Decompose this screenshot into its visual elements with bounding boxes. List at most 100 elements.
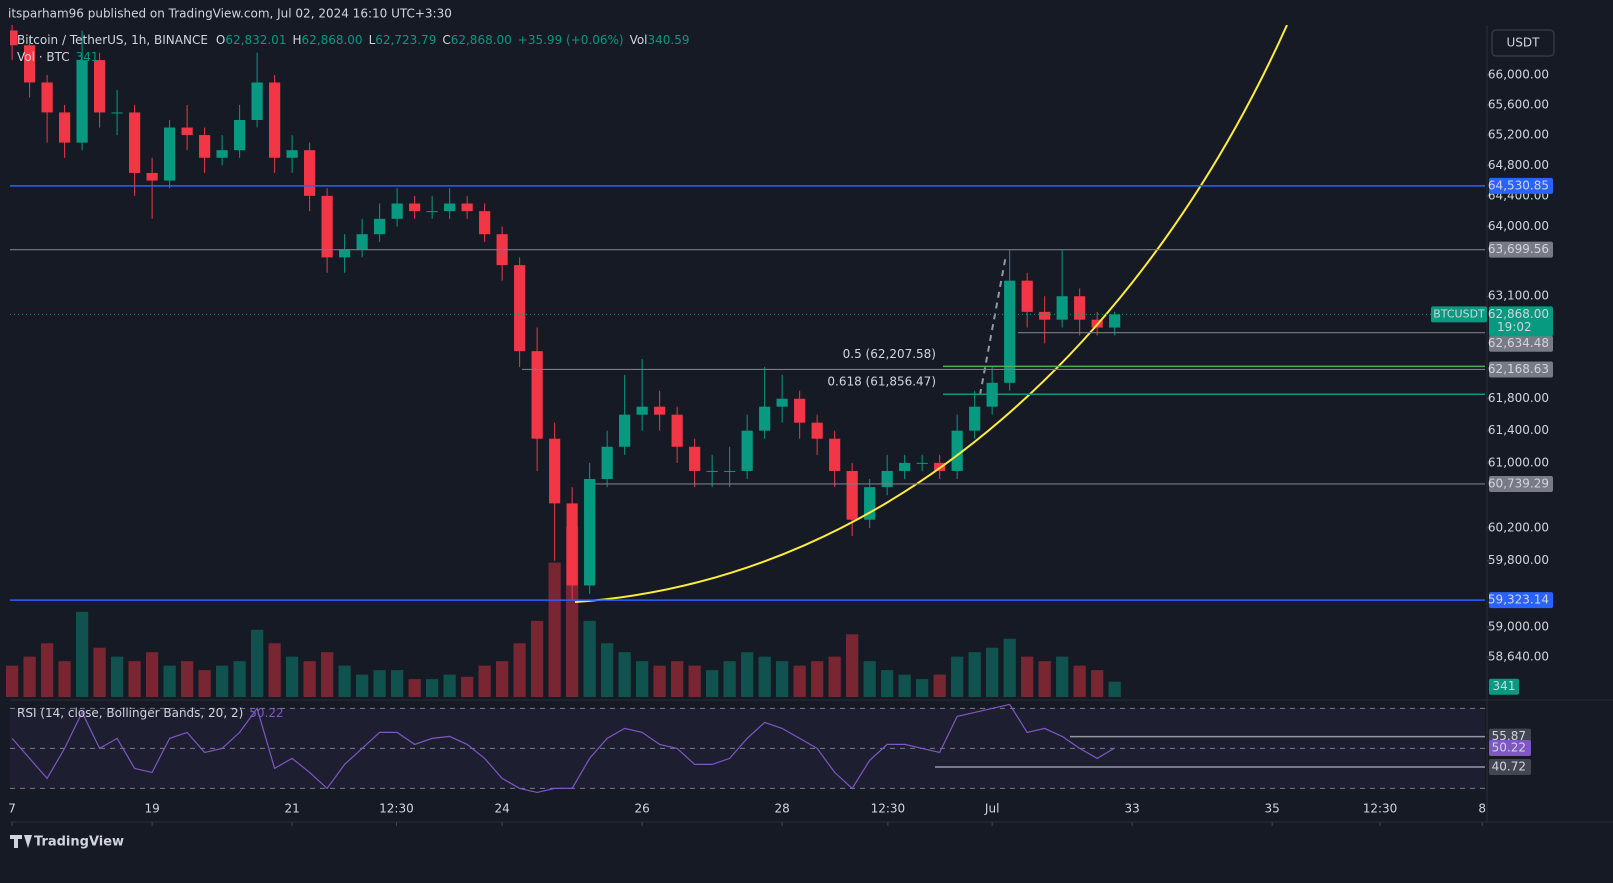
x-tick-label: 8 — [1478, 802, 1486, 816]
volume-bar — [338, 665, 351, 697]
x-tick-label: 28 — [775, 802, 790, 816]
candle-body — [374, 218, 386, 235]
candle-body — [76, 60, 88, 143]
y-tick-label: 59,800.00 — [1488, 553, 1549, 567]
legend-key: C — [442, 33, 450, 47]
y-tick-label: 64,800.00 — [1488, 158, 1549, 172]
volume-bar — [1073, 665, 1086, 697]
volume-bar — [268, 643, 281, 697]
legend-key: O — [216, 33, 225, 47]
x-tick-label: 12:30 — [379, 802, 414, 816]
candle-body — [846, 470, 858, 520]
volume-bar — [145, 652, 159, 697]
volume-bar — [671, 661, 684, 697]
volume-bar — [688, 665, 701, 697]
candle-body — [251, 82, 263, 120]
x-tick-label: 35 — [1265, 802, 1280, 816]
volume-bar — [180, 661, 194, 697]
volume-bar — [916, 679, 929, 697]
candle-body — [10, 30, 18, 46]
currency-label[interactable]: USDT — [1507, 36, 1541, 50]
candle-body — [881, 470, 893, 488]
candle-body — [619, 414, 631, 447]
symbol-tag — [1431, 306, 1487, 323]
y-tick-label: 66,000.00 — [1488, 68, 1549, 82]
candle-body — [111, 112, 123, 114]
volume-bar — [1056, 656, 1069, 697]
volume-bar — [846, 634, 859, 697]
candle-body — [706, 470, 718, 472]
volume-bar — [478, 665, 491, 697]
candle-body — [1021, 280, 1033, 312]
candle-body — [94, 60, 106, 113]
candle-body — [356, 234, 368, 250]
legend: Bitcoin / TetherUS, 1h, BINANCE O62,832.0… — [17, 33, 690, 47]
candle-body — [59, 112, 71, 143]
candle-body — [899, 462, 911, 471]
candle-body — [811, 422, 823, 439]
volume-bar — [23, 656, 36, 697]
x-tick-label: 26 — [635, 802, 650, 816]
volume-bar — [461, 676, 474, 697]
rsi-tag — [1489, 739, 1531, 756]
volume-bar — [758, 656, 771, 697]
volume-bar — [128, 661, 141, 697]
volume-tag — [1489, 678, 1519, 695]
y-tick-label: 65,200.00 — [1488, 128, 1549, 142]
brand-name: TradingView — [34, 835, 124, 850]
candle-body — [286, 150, 298, 158]
price-tag — [1489, 361, 1553, 378]
volume-bar — [618, 652, 631, 697]
candle-body — [864, 487, 876, 520]
rsi-tag-label: 40.72 — [1492, 759, 1526, 773]
candle-body — [181, 127, 193, 136]
candle-body — [724, 470, 736, 472]
candle-body — [916, 462, 928, 464]
price-tag-label: 59,323.14 — [1488, 593, 1549, 607]
candle-body — [531, 351, 543, 439]
volume-bar — [408, 679, 421, 697]
rsi-line — [11, 703, 1115, 794]
volume-bar — [75, 611, 89, 697]
price-tag-label: 62,634.48 — [1488, 336, 1549, 350]
volume-bar — [513, 643, 526, 697]
candle-body — [1004, 280, 1016, 383]
y-tick-label: 61,400.00 — [1488, 423, 1549, 437]
parabolic-curve — [574, 25, 1288, 603]
x-tick-label: 21 — [284, 802, 299, 816]
volume-bar — [1091, 670, 1104, 697]
rsi-band-fill — [10, 708, 1485, 789]
candle-body — [409, 203, 421, 212]
candle-body — [514, 265, 526, 352]
volume-bar — [58, 661, 71, 697]
price-tag — [1489, 475, 1553, 492]
volume-bar — [233, 661, 246, 697]
volume-bar — [951, 656, 964, 697]
rsi-tag-label: 55.87 — [1492, 729, 1526, 743]
legend-value: 62,723.79 — [375, 33, 436, 47]
volume-bar — [986, 647, 999, 697]
candle-body — [461, 203, 473, 212]
price-tag-label: 63,699.56 — [1488, 242, 1549, 256]
volume-bar — [285, 656, 299, 697]
y-tick-label: 64,000.00 — [1488, 219, 1549, 233]
currency-button[interactable] — [1491, 29, 1555, 57]
x-tick-label: 12:30 — [1363, 802, 1398, 816]
x-tick-label: Jul — [984, 802, 999, 816]
rsi-tag — [1489, 758, 1531, 775]
x-tick-label: 19 — [144, 802, 159, 816]
candle-body — [969, 406, 981, 431]
candle-body — [776, 398, 788, 407]
volume-bar — [653, 665, 666, 697]
candle-body — [671, 414, 683, 447]
price-tag — [1489, 241, 1553, 258]
candle-body — [951, 430, 963, 471]
legend-value: 62,868.00 — [451, 33, 512, 47]
candle-body — [549, 438, 561, 504]
x-tick-label: 24 — [494, 802, 509, 816]
volume-bar — [163, 665, 176, 697]
projection-dash — [979, 254, 1007, 396]
x-tick-label: 12:30 — [871, 802, 906, 816]
price-tag-label: 62,168.63 — [1488, 362, 1549, 376]
